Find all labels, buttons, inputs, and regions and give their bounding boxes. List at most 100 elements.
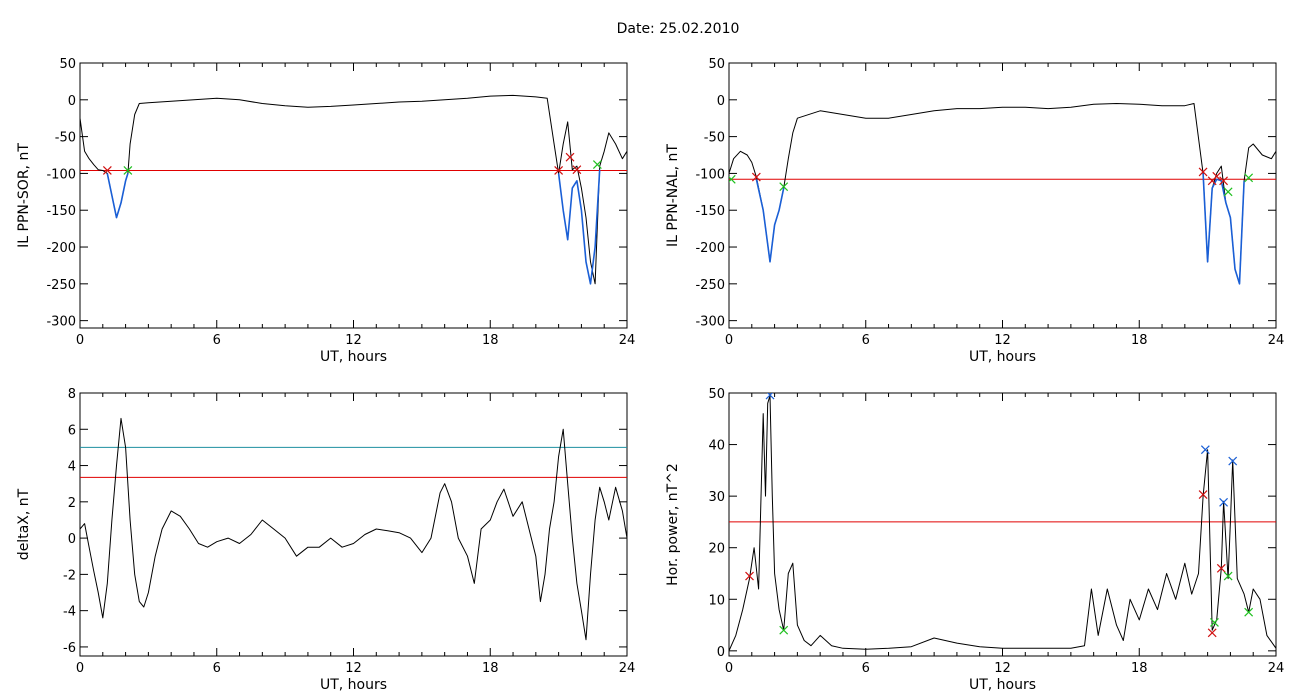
event-marker-stroke: [1244, 607, 1254, 617]
event-marker: [1228, 456, 1238, 466]
event-marker-stroke: [565, 152, 575, 162]
event-marker: [123, 166, 133, 175]
event-marker: [765, 393, 775, 400]
plot-area: [729, 393, 1276, 652]
x-tick-label: 0: [725, 661, 733, 676]
y-tick-label: -300: [695, 315, 725, 330]
y-tick-label: -100: [695, 167, 725, 182]
y-tick-label: 50: [708, 57, 725, 72]
y-tick-label: 40: [708, 439, 725, 454]
series-line: [729, 103, 1276, 285]
y-tick-label: 30: [708, 490, 725, 505]
y-tick-label: 20: [708, 542, 725, 557]
x-tick-label: 0: [76, 333, 84, 348]
event-marker-stroke: [572, 165, 582, 175]
y-tick-label: 0: [68, 94, 76, 109]
event-marker-stroke: [1198, 167, 1208, 177]
series-line: [557, 169, 601, 285]
event-marker: [572, 165, 582, 175]
y-tick-label: -250: [46, 278, 76, 293]
x-tick-label: 18: [1131, 661, 1148, 676]
event-marker-stroke: [554, 166, 564, 175]
event-marker: [751, 172, 761, 182]
event-marker-stroke: [1200, 445, 1210, 455]
event-marker-stroke: [1219, 176, 1229, 186]
x-axis-title: UT, hours: [969, 677, 1036, 693]
event-marker-stroke: [765, 393, 773, 400]
event-marker: [779, 182, 789, 192]
event-marker-stroke: [102, 166, 112, 175]
x-tick-label: 18: [1131, 333, 1148, 348]
event-marker: [1207, 628, 1217, 638]
y-tick-label: 2: [68, 496, 76, 511]
y-tick-label: 50: [708, 387, 725, 402]
event-marker: [1219, 176, 1229, 186]
chart-nal: 0 6 12 18 24 50 0 -50 -100 -150 -200 -250 -300 UT, ho…: [665, 57, 1284, 365]
y-tick-label: -200: [46, 241, 76, 256]
event-marker-stroke: [1223, 187, 1233, 197]
y-tick-label: -2: [63, 568, 76, 583]
series-line: [80, 94, 627, 285]
y-tick-label: -150: [695, 204, 725, 219]
y-axis-title: Hor. power, nT^2: [665, 463, 681, 586]
event-marker: [554, 166, 564, 175]
x-tick-label: 24: [619, 333, 636, 348]
event-marker: [1198, 167, 1208, 177]
x-tick-label: 0: [725, 333, 733, 348]
y-tick-label: 0: [717, 645, 725, 660]
event-marker: [1223, 187, 1233, 197]
event-marker-stroke: [1212, 171, 1222, 181]
event-marker-stroke: [751, 172, 761, 182]
event-marker-stroke: [1223, 571, 1233, 581]
event-marker-stroke: [745, 571, 754, 581]
series-line: [106, 173, 129, 219]
y-tick-label: -50: [55, 131, 76, 146]
y-tick-label: -6: [63, 641, 76, 656]
y-tick-label: 4: [68, 460, 76, 475]
x-tick-label: 6: [213, 661, 221, 676]
y-tick-label: -250: [695, 278, 725, 293]
x-tick-label: 24: [619, 661, 636, 676]
y-tick-label: 0: [717, 94, 725, 109]
event-marker-stroke: [1210, 618, 1219, 627]
x-tick-label: 24: [1268, 333, 1285, 348]
x-tick-label: 6: [213, 333, 221, 348]
plot-frame: [728, 62, 1277, 329]
event-marker: [1200, 445, 1210, 455]
event-marker-stroke: [779, 182, 789, 192]
event-marker-stroke: [1219, 497, 1229, 507]
x-tick-label: 12: [345, 333, 362, 348]
chart-deltax: 0 6 12 18 24 8 6 4 2 0 -2 -4 -6 UT, hours deltaX, nT: [16, 387, 635, 693]
event-marker-stroke: [729, 174, 736, 183]
y-tick-label: 6: [68, 423, 76, 438]
event-marker: [102, 166, 112, 175]
plot-area: [80, 94, 627, 285]
event-marker: [1244, 173, 1254, 183]
x-axis-title: UT, hours: [969, 349, 1036, 365]
x-tick-label: 6: [862, 333, 870, 348]
event-marker: [779, 625, 789, 635]
y-tick-label: 8: [68, 387, 76, 402]
plot-area: [80, 417, 627, 641]
x-tick-label: 12: [994, 661, 1011, 676]
plot-frame: [728, 392, 1277, 657]
event-marker: [1212, 171, 1222, 181]
series-line: [1202, 173, 1245, 285]
event-marker: [729, 174, 736, 184]
event-marker-stroke: [779, 625, 789, 635]
event-marker: [1223, 571, 1233, 581]
event-marker: [745, 571, 754, 581]
event-marker-stroke: [1228, 456, 1238, 466]
y-axis-title: deltaX, nT: [16, 488, 32, 560]
plot-frame: [79, 62, 628, 329]
x-axis-title: UT, hours: [320, 349, 387, 365]
event-marker: [1244, 607, 1254, 617]
y-tick-label: -150: [46, 204, 76, 219]
event-marker-stroke: [592, 160, 602, 170]
event-marker: [1219, 497, 1229, 507]
event-marker-stroke: [123, 166, 133, 175]
y-tick-label: -100: [46, 167, 76, 182]
x-tick-label: 18: [482, 333, 499, 348]
event-marker-stroke: [1207, 628, 1217, 638]
